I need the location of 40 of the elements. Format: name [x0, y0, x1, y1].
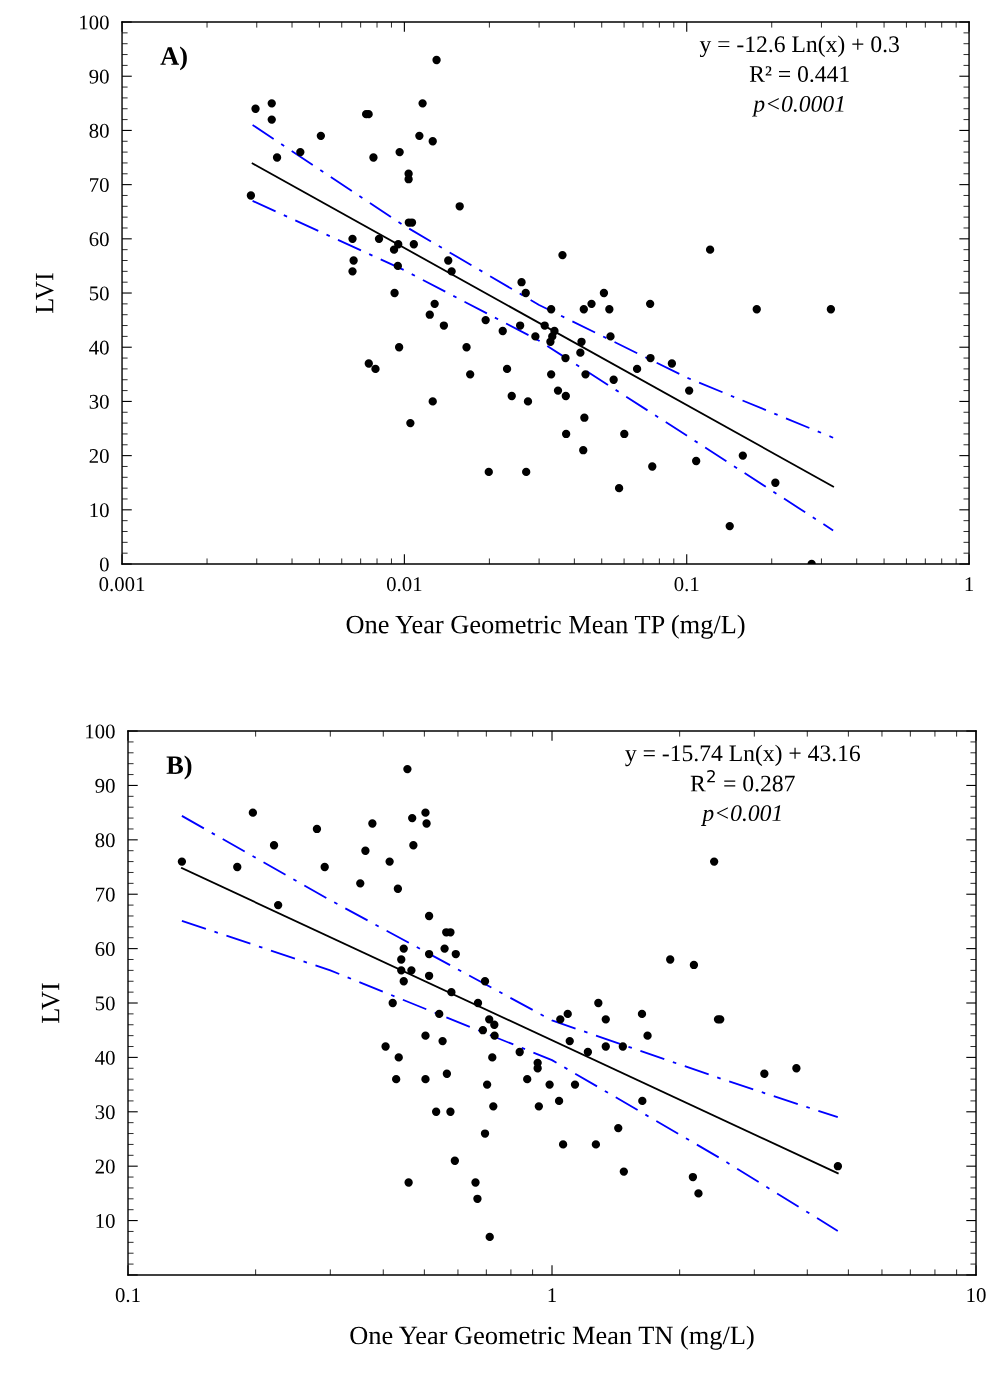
x-tick-label: 0.1 — [115, 1288, 140, 1303]
annotation: y = -12.6 Ln(x) + 0.3 — [699, 35, 899, 58]
x-axis-title: One Year Geometric Mean TP (mg/L) — [346, 614, 745, 639]
x-tick-label: 10 — [967, 1288, 986, 1303]
y-tick-label: 40 — [95, 1050, 115, 1065]
y-tick-label: 80 — [95, 833, 115, 848]
y-tick-label: 50 — [95, 996, 115, 1011]
y-tick-label: 30 — [89, 394, 109, 409]
y-tick-label: 0 — [99, 557, 109, 572]
x-tick-label: 0.1 — [674, 577, 699, 592]
y-tick-label: 50 — [89, 286, 109, 301]
y-tick-label: 60 — [89, 232, 109, 247]
x-tick-label: 1 — [965, 577, 974, 591]
annotation: p<0.001 — [701, 805, 781, 826]
y-tick-label: 40 — [89, 340, 109, 355]
y-tick-label: 90 — [89, 69, 109, 84]
y-tick-label: 80 — [89, 123, 109, 138]
y-tick-label: 100 — [80, 15, 109, 30]
annotation: B) — [166, 755, 192, 780]
y-tick-label: 100 — [86, 724, 115, 739]
y-tick-label: 90 — [95, 778, 115, 793]
y-tick-label: 60 — [95, 941, 115, 957]
y-axis-title: LVI — [35, 273, 54, 314]
x-tick-label: 0.01 — [386, 577, 422, 592]
annotation: R² = 0.441 — [749, 66, 849, 83]
x-tick-label: 0.001 — [99, 577, 145, 592]
y-axis-title: LVI — [41, 983, 60, 1024]
annotation: R$^{2}$ = 0.287 — [690, 770, 795, 792]
annotation: y = -15.74 Ln(x) + 43.16 — [625, 744, 861, 767]
y-tick-label: 70 — [96, 887, 115, 902]
x-tick-label: 1 — [548, 1288, 556, 1302]
y-tick-label: 20 — [95, 1159, 115, 1174]
y-tick-label: 20 — [89, 449, 109, 464]
y-tick-label: 30 — [95, 1105, 115, 1120]
y-tick-label: 10 — [96, 1213, 115, 1229]
annotation: A) — [160, 46, 187, 71]
annotation: p<0.0001 — [751, 95, 844, 117]
y-tick-label: 70 — [90, 178, 109, 193]
y-tick-label: 10 — [90, 503, 109, 518]
x-axis-title: One Year Geometric Mean TN (mg/L) — [350, 1325, 754, 1350]
